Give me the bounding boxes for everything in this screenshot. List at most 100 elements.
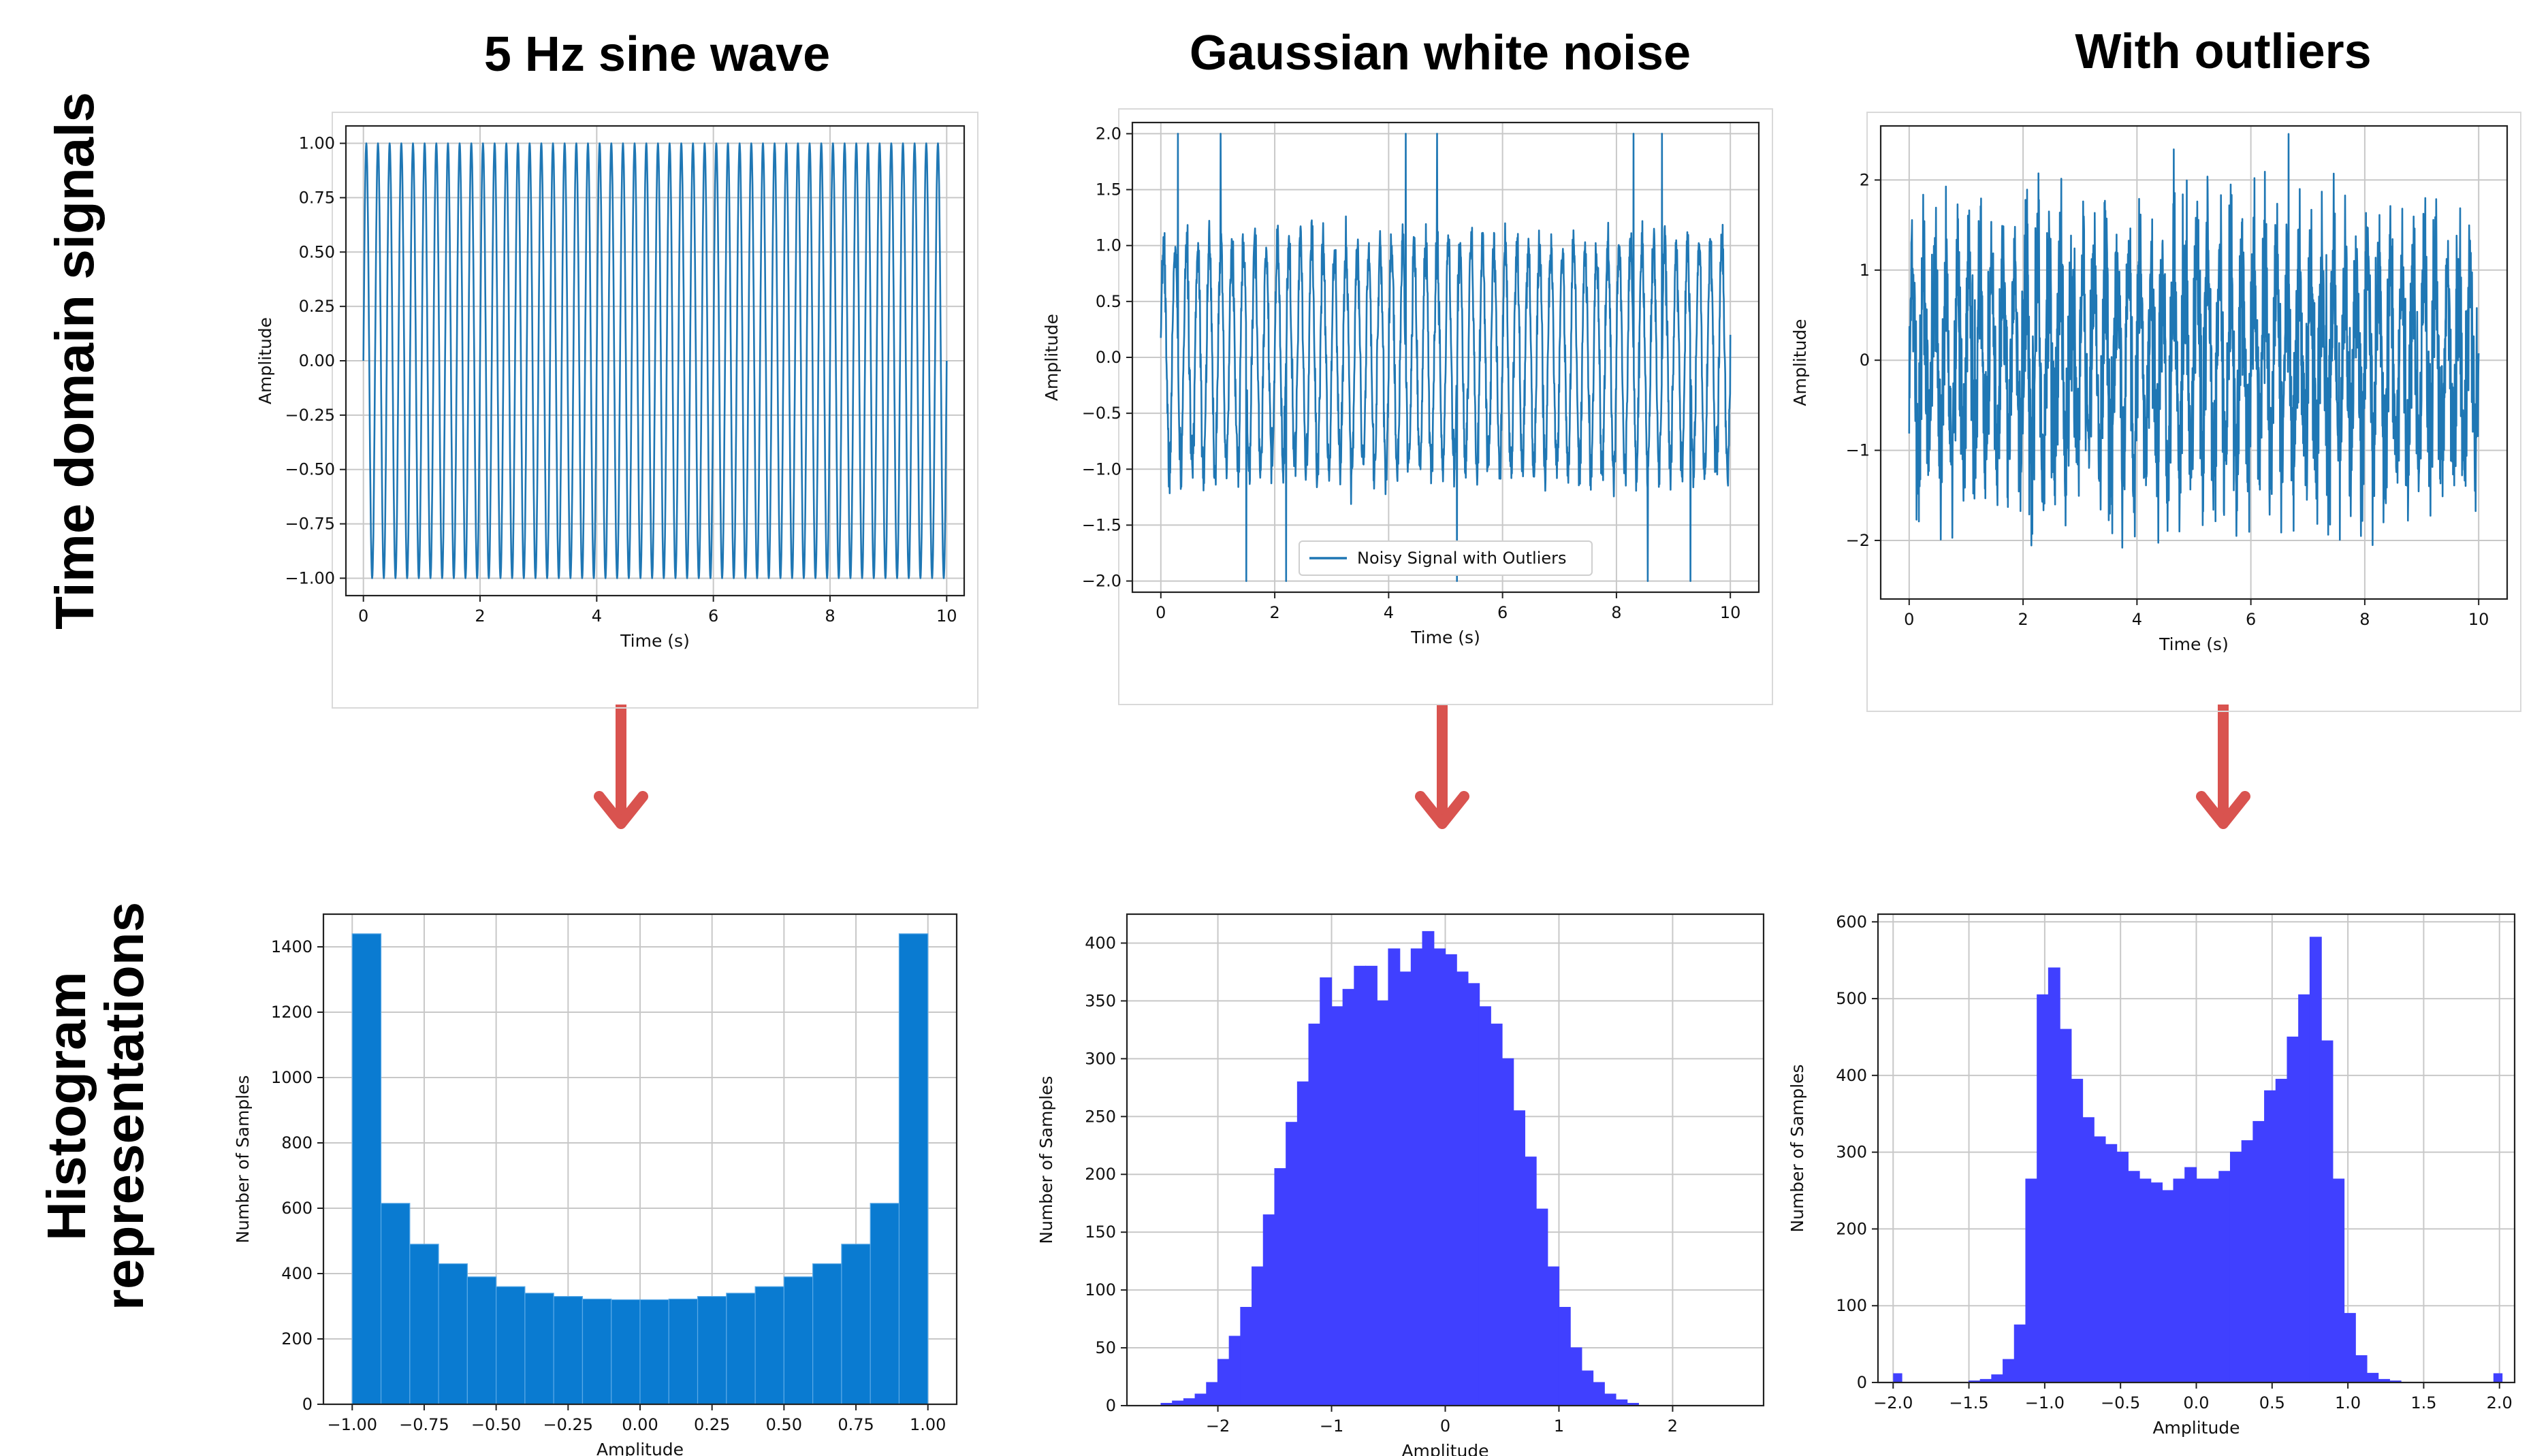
y-axis-label: Amplitude (1042, 314, 1062, 401)
y-tick-label: 100 (1085, 1280, 1116, 1299)
series-line (1160, 133, 1732, 582)
histogram-bar (1615, 1399, 1628, 1406)
histogram-bar (2082, 1117, 2095, 1383)
histogram-bar (1228, 1336, 1241, 1406)
y-tick-label: −0.5 (1082, 404, 1121, 423)
y-tick-label: 0.50 (299, 242, 335, 261)
histogram-bar (2184, 1167, 2197, 1383)
x-tick-label: 6 (1497, 603, 1508, 622)
y-axis-label: Amplitude (1790, 319, 1810, 406)
x-tick-label: −1 (1320, 1417, 1343, 1436)
histogram-bar (1354, 965, 1367, 1406)
row-label-time-domain: Time domain signals (44, 92, 105, 630)
histogram-bar (2332, 1178, 2345, 1383)
histogram-bar (812, 1263, 842, 1405)
histogram-bar (726, 1293, 756, 1405)
histogram-bar (1547, 1266, 1560, 1406)
histogram-bar (1558, 1306, 1571, 1406)
histogram-bar (2037, 994, 2050, 1383)
histogram-bar (524, 1293, 554, 1405)
outlier-histogram: −2.0 −1.5 −1.0 −0.5 0.0 0.5 1.0 1.5 2.0 0 100 200 30… (1787, 912, 2516, 1438)
x-tick-label: 2 (1269, 603, 1279, 622)
histogram-bar (2013, 1324, 2026, 1383)
sine-time-plot: 0 2 4 6 8 10 −1.00 −0.75 −0.50 −0.25 0.00 0.25 0.50 0… (255, 112, 978, 709)
x-tick-label: 0 (1156, 603, 1166, 622)
y-tick-label: −2.0 (1082, 572, 1121, 591)
histogram-bar (553, 1295, 584, 1405)
histogram-bar (2025, 1178, 2038, 1383)
y-tick-label: 1 (1860, 261, 1870, 280)
x-tick-label: −2 (1206, 1417, 1230, 1436)
x-tick-label: 1.5 (2410, 1393, 2436, 1412)
y-tick-label: 400 (281, 1264, 313, 1283)
x-tick-label: −0.75 (399, 1415, 449, 1434)
y-tick-label: 1.00 (299, 134, 335, 153)
y-axis-label: Number of Samples (1036, 1075, 1056, 1244)
histogram-bar (2493, 1373, 2503, 1382)
y-tick-label: 200 (1085, 1165, 1116, 1184)
x-tick-label: 8 (2359, 610, 2370, 629)
histogram-bar (2366, 1372, 2379, 1383)
x-tick-label: 0.25 (694, 1415, 730, 1434)
histogram-bar (351, 933, 382, 1405)
histogram-bar (2355, 1355, 2368, 1383)
histogram-bar (1388, 948, 1401, 1406)
column-title-noise: Gaussian white noise (1190, 26, 1691, 80)
histogram-bar (2298, 994, 2311, 1383)
down-arrow-icon (1415, 705, 1469, 829)
histogram-bar (1535, 1208, 1548, 1406)
y-tick-label: 300 (1085, 1049, 1116, 1068)
x-tick-label: 1.0 (2335, 1393, 2361, 1412)
x-tick-label: 0.75 (838, 1415, 874, 1434)
histogram-bar (1490, 1023, 1503, 1406)
histogram-bar (2003, 1359, 2015, 1383)
histogram-bar (1331, 1006, 1343, 1406)
histogram-bar (1296, 1081, 1309, 1406)
histogram-bar (2161, 1190, 2174, 1383)
histogram-bar (754, 1286, 784, 1405)
y-tick-label: 0.5 (1096, 292, 1121, 311)
y-tick-label: 1400 (271, 937, 313, 956)
y-tick-label: 50 (1095, 1338, 1116, 1357)
y-tick-label: 600 (281, 1199, 313, 1218)
y-tick-label: −0.75 (285, 515, 335, 534)
histogram-bar (697, 1295, 727, 1405)
histogram-bar (582, 1298, 612, 1405)
histogram-bar (1217, 1359, 1230, 1406)
y-tick-label: 2 (1860, 170, 1870, 189)
histogram-bar (2321, 1040, 2334, 1383)
histogram-bar (1893, 1373, 1902, 1382)
histogram-bar (2116, 1152, 2129, 1383)
x-tick-label: −0.50 (471, 1415, 522, 1434)
x-tick-label: 0.0 (2183, 1393, 2209, 1412)
histogram-bar (870, 1203, 900, 1405)
x-tick-label: 0.5 (2259, 1393, 2285, 1412)
histogram-bar (496, 1286, 526, 1405)
x-tick-label: 1 (1554, 1417, 1564, 1436)
y-tick-label: −0.25 (285, 406, 335, 425)
column-title-sine: 5 Hz sine wave (484, 27, 830, 82)
x-tick-label: 0.00 (622, 1415, 658, 1434)
histogram-bar (1240, 1306, 1253, 1406)
y-tick-label: 1000 (271, 1068, 313, 1087)
x-tick-label: 0 (1440, 1417, 1450, 1436)
axes-frame (1879, 125, 2509, 600)
y-tick-label: 200 (1836, 1219, 1867, 1238)
histogram-bar (2207, 1178, 2220, 1383)
y-tick-label: 100 (1836, 1296, 1867, 1315)
noise-histogram: −2 −1 0 1 2 0 50 100 150 200 250 300 350 400 Amplitude… (1036, 913, 1765, 1456)
y-tick-label: −1.0 (1082, 459, 1121, 479)
x-axis-label: Time (s) (620, 631, 690, 651)
x-tick-label: 2 (1668, 1417, 1678, 1436)
sine-histogram: −1.00 −0.75 −0.50 −0.25 0.00 0.25 0.50 0.75 1.00… (233, 913, 958, 1456)
y-tick-label: −0.50 (285, 460, 335, 479)
histogram-bar (1524, 1156, 1537, 1406)
x-axis-label: Time (s) (1410, 628, 1480, 647)
x-tick-label: 2 (2018, 610, 2028, 629)
y-tick-label: 600 (1836, 912, 1867, 931)
y-axis-label: Number of Samples (1787, 1064, 1807, 1232)
histogram-bar (841, 1244, 871, 1405)
x-tick-label: 6 (2246, 610, 2256, 629)
column-title-outliers: With outliers (2075, 25, 2371, 79)
histogram-bar (2309, 937, 2322, 1383)
